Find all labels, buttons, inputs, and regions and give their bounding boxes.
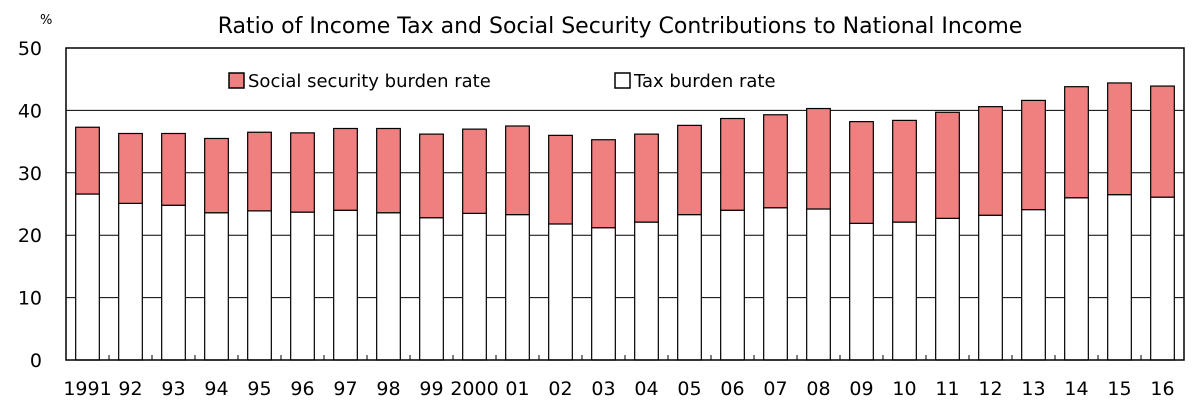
x-tick-label: 02 [548, 378, 572, 400]
x-tick-label: 09 [849, 378, 873, 400]
x-tick-labels: 1991 92 93 94 95 96 97 98 99 2000 01 02 03 04 05 06 07 08… [63, 378, 1174, 400]
bar-social-security-1991 [75, 126, 100, 195]
legend-swatch-social-security [228, 72, 245, 89]
bar-social-security-94 [204, 137, 229, 214]
bar-social-security-04 [634, 133, 659, 223]
bar-tax-98 [376, 212, 401, 361]
x-tick-label: 03 [591, 378, 615, 400]
legend-label-social-security: Social security burden rate [248, 71, 491, 92]
y-axis-unit: % [40, 13, 52, 28]
bar-tax-93 [161, 204, 186, 361]
bar-social-security-11 [935, 111, 960, 219]
bar-tax-2000 [462, 212, 487, 361]
bar-social-security-97 [333, 127, 358, 211]
bar-social-security-98 [376, 127, 401, 214]
bar-tax-16 [1150, 196, 1175, 361]
bar-social-security-13 [1021, 99, 1046, 211]
bar-tax-95 [247, 210, 272, 361]
x-tick-label: 95 [247, 378, 271, 400]
bar-social-security-14 [1064, 86, 1089, 199]
x-tick-label: 99 [419, 378, 443, 400]
x-tick-label: 13 [1021, 378, 1045, 400]
bar-tax-10 [892, 221, 917, 361]
bar-tax-92 [118, 202, 143, 361]
chart-title: Ratio of Income Tax and Social Security … [218, 14, 1023, 39]
bar-tax-04 [634, 221, 659, 361]
bar-tax-99 [419, 217, 444, 361]
bar-social-security-96 [290, 132, 315, 213]
x-tick-label: 05 [677, 378, 701, 400]
x-tick-label: 98 [376, 378, 400, 400]
bar-social-security-05 [677, 124, 702, 216]
bar-social-security-16 [1150, 85, 1175, 198]
y-tick-label: 50 [18, 38, 42, 60]
bar-social-security-03 [591, 139, 616, 229]
plot-frame [65, 47, 1185, 361]
y-tick-labels: 0 10 20 30 40 50 [18, 38, 42, 372]
bar-tax-13 [1021, 209, 1046, 361]
bar-social-security-99 [419, 133, 444, 219]
bar-social-security-12 [978, 106, 1003, 216]
bar-tax-96 [290, 211, 315, 361]
x-tick-label: 16 [1150, 378, 1174, 400]
bar-tax-94 [204, 212, 229, 361]
x-tick-label: 14 [1064, 378, 1088, 400]
bar-tax-01 [505, 214, 530, 361]
bar-social-security-06 [720, 117, 745, 211]
bar-social-security-10 [892, 119, 917, 223]
bar-tax-05 [677, 214, 702, 361]
legend-label-tax: Tax burden rate [633, 71, 776, 92]
y-tick-label: 30 [18, 163, 42, 185]
bars [75, 82, 1175, 361]
y-tick-label: 20 [18, 225, 42, 247]
bar-social-security-01 [505, 125, 530, 216]
x-tick-label: 2000 [450, 378, 498, 400]
bar-tax-09 [849, 222, 874, 361]
bar-tax-11 [935, 217, 960, 361]
x-tick-label: 07 [763, 378, 787, 400]
bar-social-security-09 [849, 121, 874, 224]
x-tick-label: 06 [720, 378, 744, 400]
bar-tax-12 [978, 214, 1003, 361]
bar-tax-14 [1064, 197, 1089, 361]
y-tick-label: 0 [30, 350, 42, 372]
x-tick-label: 12 [978, 378, 1002, 400]
y-tick-label: 40 [18, 100, 42, 122]
bar-social-security-02 [548, 134, 573, 225]
axes [65, 47, 1185, 361]
bar-social-security-93 [161, 132, 186, 206]
x-tick-label: 10 [892, 378, 916, 400]
bar-tax-1991 [75, 193, 100, 361]
x-tick-label: 94 [204, 378, 228, 400]
bar-tax-03 [591, 227, 616, 361]
bar-social-security-08 [806, 107, 831, 210]
x-tick-label: 01 [505, 378, 529, 400]
bar-social-security-92 [118, 132, 143, 204]
bar-tax-02 [548, 223, 573, 361]
bar-tax-07 [763, 207, 788, 361]
legend: Social security burden rate Tax burden r… [228, 71, 776, 92]
x-tick-label: 97 [333, 378, 357, 400]
x-tick-label: 96 [290, 378, 314, 400]
bar-tax-97 [333, 209, 358, 361]
bar-social-security-07 [763, 114, 788, 209]
bar-social-security-95 [247, 131, 272, 212]
bar-social-security-15 [1107, 82, 1132, 196]
x-tick-label: 93 [161, 378, 185, 400]
x-tick-label: 92 [118, 378, 142, 400]
x-tick-label: 1991 [63, 378, 111, 400]
x-tick-label: 08 [806, 378, 830, 400]
bar-tax-15 [1107, 194, 1132, 361]
y-tick-label: 10 [18, 288, 42, 310]
bar-tax-06 [720, 209, 745, 361]
legend-swatch-tax [614, 72, 631, 89]
x-tick-label: 11 [935, 378, 959, 400]
bar-tax-08 [806, 208, 831, 361]
bar-social-security-2000 [462, 128, 487, 214]
x-tick-label: 04 [634, 378, 658, 400]
x-tick-label: 15 [1107, 378, 1131, 400]
